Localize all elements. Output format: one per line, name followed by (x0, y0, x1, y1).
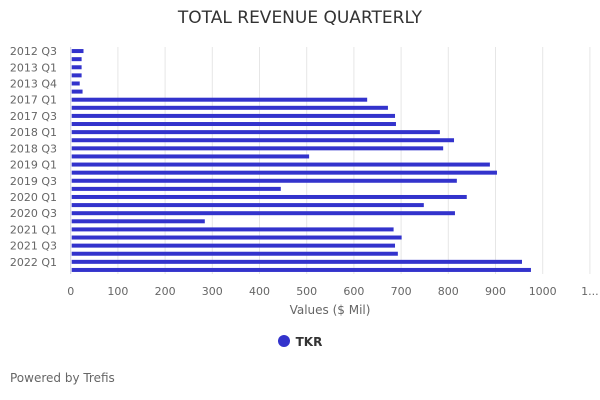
y-tick-label: 2018 Q3 (10, 142, 57, 155)
x-tick-label: 500 (296, 285, 317, 298)
legend[interactable]: TKR (0, 335, 600, 349)
x-tick-label: 1... (581, 285, 599, 298)
y-tick-label: 2019 Q1 (10, 159, 57, 172)
bar (71, 211, 455, 216)
y-tick-label: 2020 Q1 (10, 191, 57, 204)
bar (71, 122, 396, 127)
bar (71, 178, 457, 183)
bar (71, 97, 368, 102)
legend-swatch (277, 335, 290, 347)
x-tick-label: 900 (485, 285, 506, 298)
bar (71, 170, 497, 175)
bar (71, 138, 455, 143)
y-tick-label: 2019 Q3 (10, 175, 57, 188)
bar (71, 235, 402, 240)
bar (71, 73, 82, 78)
bar (71, 259, 522, 264)
chart-title: TOTAL REVENUE QUARTERLY (177, 8, 423, 28)
bar (71, 243, 396, 248)
powered-by-credit[interactable]: Powered by Trefis (10, 371, 115, 385)
bar (71, 146, 444, 151)
y-tick-label: 2017 Q1 (10, 94, 57, 107)
y-tick-label: 2012 Q3 (10, 45, 57, 58)
bar (71, 89, 83, 94)
x-tick-label: 1000 (529, 285, 557, 298)
x-tick-label: 300 (202, 285, 223, 298)
x-axis-label: Values ($ Mil) (290, 303, 371, 317)
bar (71, 162, 490, 167)
y-tick-label: 2021 Q3 (10, 240, 57, 253)
y-tick-label: 2017 Q3 (10, 110, 57, 123)
bar (71, 251, 398, 256)
bar (71, 194, 467, 199)
x-tick-label: 800 (438, 285, 459, 298)
bar-chart: 0 100 200 300 400 500 600 700 800 900 1000 1... Valu… (10, 45, 599, 317)
y-tick-label: 2021 Q1 (10, 223, 57, 236)
bar (71, 186, 281, 191)
bar (71, 219, 205, 224)
bar (71, 49, 84, 54)
y-tick-label: 2013 Q1 (10, 61, 57, 74)
legend-label: TKR (295, 335, 323, 349)
x-tick-label: 200 (155, 285, 176, 298)
y-tick-label: 2018 Q1 (10, 126, 57, 139)
bar (71, 65, 82, 70)
bar (71, 57, 82, 62)
y-tick-label: 2013 Q4 (10, 77, 57, 90)
x-tick-label: 600 (343, 285, 364, 298)
x-tick-label: 100 (107, 285, 128, 298)
bar (71, 267, 531, 272)
bar (71, 113, 396, 118)
bar (71, 130, 440, 135)
y-tick-label: 2020 Q3 (10, 207, 57, 220)
bar (71, 154, 310, 159)
x-tick-label: 400 (249, 285, 270, 298)
y-tick-label: 2022 Q1 (10, 256, 57, 269)
x-tick-label: 0 (67, 285, 74, 298)
bar (71, 81, 80, 86)
bar (71, 203, 424, 208)
bar (71, 105, 388, 110)
bar (71, 227, 394, 232)
x-tick-label: 700 (391, 285, 412, 298)
